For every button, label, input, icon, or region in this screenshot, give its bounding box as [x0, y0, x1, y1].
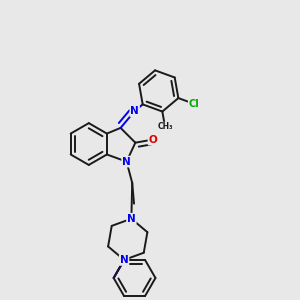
Text: N: N: [122, 157, 131, 166]
Text: N: N: [127, 214, 136, 224]
Text: N: N: [120, 255, 128, 265]
Text: CH₃: CH₃: [157, 122, 173, 131]
Text: Cl: Cl: [189, 99, 200, 109]
Text: O: O: [148, 135, 157, 145]
Text: N: N: [130, 106, 139, 116]
